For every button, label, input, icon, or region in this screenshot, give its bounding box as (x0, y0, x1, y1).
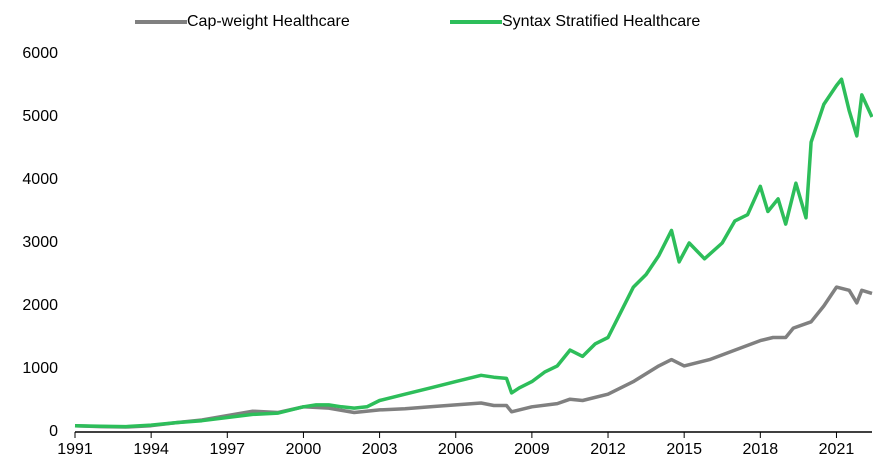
x-tick-label: 2009 (514, 441, 550, 458)
x-tick-label: 2006 (438, 441, 474, 458)
y-tick-label: 3000 (22, 234, 58, 251)
y-tick-label: 1000 (22, 360, 58, 377)
x-tick-label: 1997 (209, 441, 245, 458)
y-tick-label: 2000 (22, 297, 58, 314)
y-tick-label: 0 (49, 423, 58, 440)
x-tick-label: 2003 (362, 441, 398, 458)
series-line (74, 77, 873, 429)
x-tick-label: 2000 (286, 441, 322, 458)
y-tick-label: 6000 (22, 45, 58, 62)
x-tick-label: 2021 (819, 441, 855, 458)
x-tick-label: 1991 (57, 441, 93, 458)
x-tick-label: 2012 (590, 441, 626, 458)
series-line (74, 285, 873, 429)
legend-label: Syntax Stratified Healthcare (502, 13, 700, 30)
y-tick-label: 5000 (22, 108, 58, 125)
x-tick-label: 2015 (666, 441, 702, 458)
y-tick-label: 4000 (22, 171, 58, 188)
x-tick-label: 1994 (133, 441, 169, 458)
legend-label: Cap-weight Healthcare (187, 13, 350, 30)
x-tick-label: 2018 (743, 441, 779, 458)
